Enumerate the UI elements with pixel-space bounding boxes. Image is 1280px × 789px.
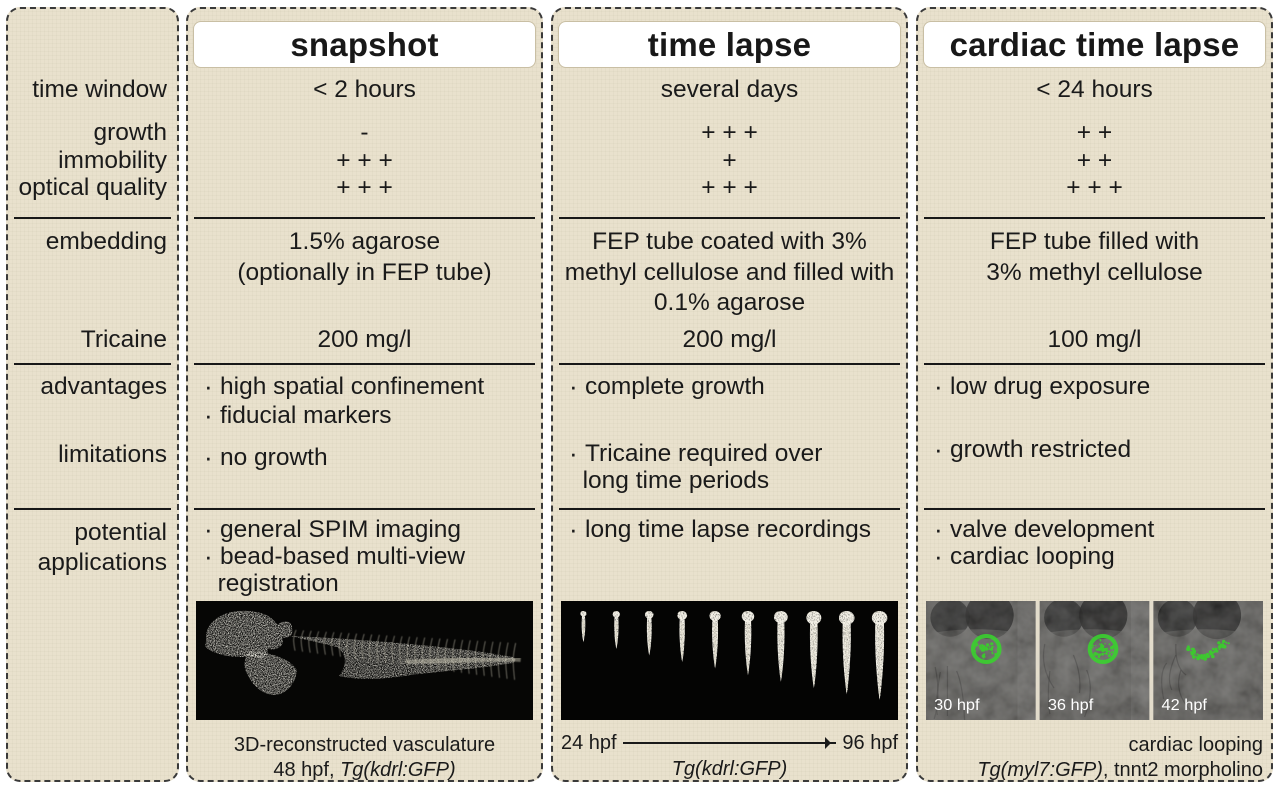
svg-text:30 hpf: 30 hpf <box>934 696 980 714</box>
svg-text:42 hpf: 42 hpf <box>1162 696 1208 714</box>
svg-text:36 hpf: 36 hpf <box>1048 696 1094 714</box>
